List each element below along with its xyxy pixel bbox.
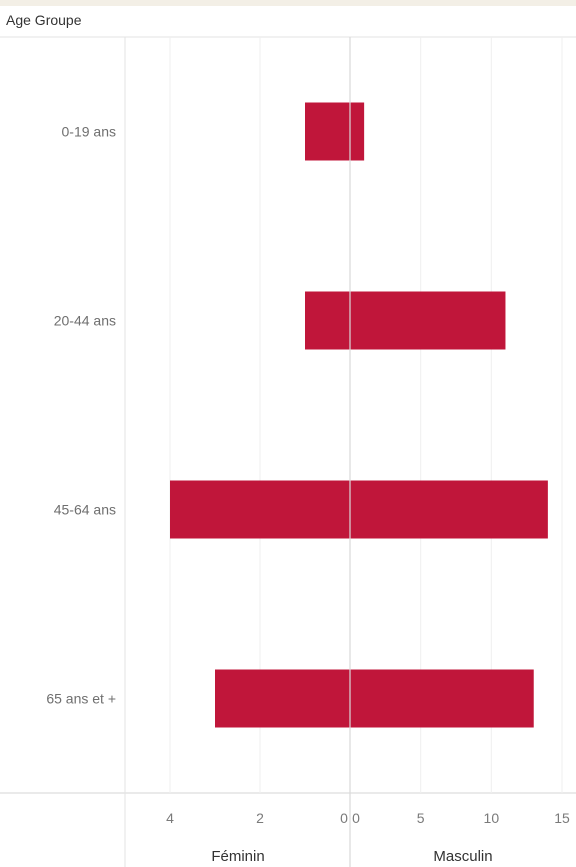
tick-label-masculin: 10 [484, 810, 500, 826]
tick-label-masculin: 0 [352, 810, 360, 826]
gridlines [0, 36, 576, 867]
bars [170, 37, 548, 867]
bar-feminin [170, 480, 350, 539]
tick-label-feminin: 4 [166, 810, 174, 826]
bar-masculin [350, 102, 365, 161]
row-label: 45-64 ans [54, 502, 116, 518]
bar-masculin [350, 669, 534, 728]
tick-label-masculin: 5 [417, 810, 425, 826]
tick-label-masculin: 15 [554, 810, 570, 826]
row-label: 65 ans et + [46, 691, 116, 707]
row-label: 0-19 ans [62, 124, 116, 140]
right-axis-title: Masculin [433, 848, 492, 865]
tick-label-feminin: 0 [340, 810, 348, 826]
left-axis-title: Féminin [211, 848, 264, 865]
bar-masculin [350, 291, 506, 350]
bar-masculin [350, 480, 548, 539]
bar-feminin [305, 291, 350, 350]
row-label: 20-44 ans [54, 313, 116, 329]
row-header-label: Age Groupe [6, 12, 82, 28]
tick-label-feminin: 2 [256, 810, 264, 826]
labels: Age Groupe Féminin Masculin 0-19 ans 20-4… [6, 12, 570, 865]
top-strip [0, 0, 576, 6]
bar-feminin [305, 102, 350, 161]
bar-feminin [215, 669, 350, 728]
